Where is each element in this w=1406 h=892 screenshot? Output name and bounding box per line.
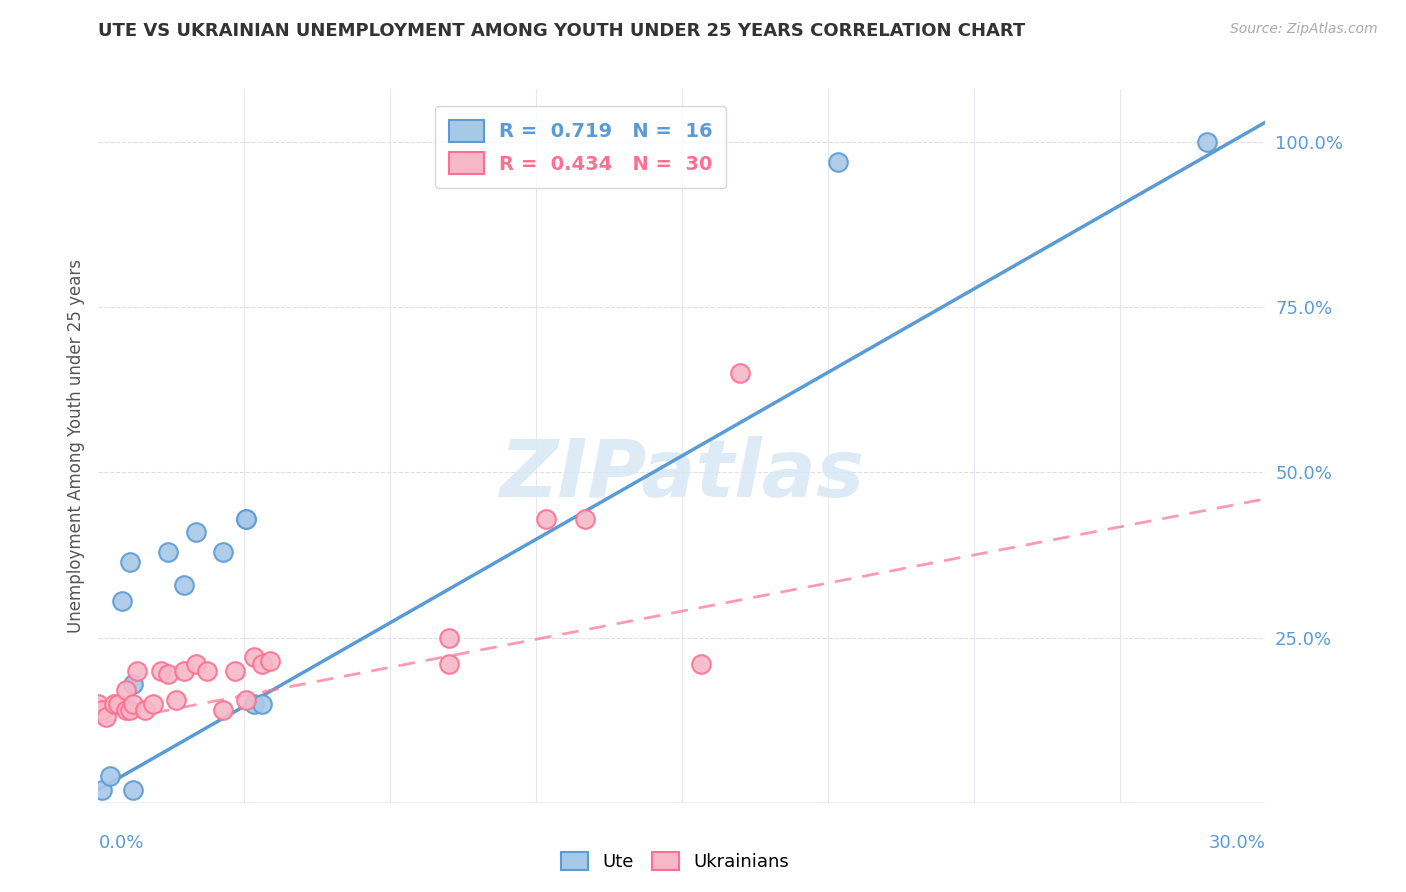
Point — [184, 657, 207, 671]
Point — [173, 664, 195, 678]
Point — [574, 511, 596, 525]
Legend: R =  0.719   N =  16, R =  0.434   N =  30: R = 0.719 N = 16, R = 0.434 N = 30 — [434, 106, 727, 188]
Point — [173, 578, 195, 592]
Y-axis label: Unemployment Among Youth under 25 years: Unemployment Among Youth under 25 years — [66, 259, 84, 633]
Text: 0.0%: 0.0% — [98, 834, 143, 852]
Point — [107, 697, 129, 711]
Point — [96, 710, 118, 724]
Point — [235, 693, 257, 707]
Point — [91, 782, 114, 797]
Point — [122, 677, 145, 691]
Point — [157, 545, 180, 559]
Text: UTE VS UKRAINIAN UNEMPLOYMENT AMONG YOUTH UNDER 25 YEARS CORRELATION CHART: UTE VS UKRAINIAN UNEMPLOYMENT AMONG YOUT… — [98, 22, 1025, 40]
Text: Source: ZipAtlas.com: Source: ZipAtlas.com — [1230, 22, 1378, 37]
Point — [250, 697, 273, 711]
Text: 30.0%: 30.0% — [1209, 834, 1265, 852]
Point — [118, 703, 141, 717]
Point — [235, 511, 257, 525]
Point — [114, 683, 136, 698]
Point — [111, 594, 134, 608]
Point — [122, 782, 145, 797]
Point — [118, 555, 141, 569]
Point — [534, 511, 557, 525]
Point — [98, 769, 121, 783]
Point — [103, 697, 125, 711]
Point — [134, 703, 156, 717]
Point — [122, 697, 145, 711]
Point — [437, 657, 460, 671]
Point — [730, 367, 752, 381]
Point — [184, 524, 207, 539]
Point — [690, 657, 713, 671]
Point — [142, 697, 165, 711]
Point — [224, 664, 246, 678]
Text: ZIPatlas: ZIPatlas — [499, 435, 865, 514]
Point — [165, 693, 187, 707]
Point — [87, 697, 110, 711]
Point — [149, 664, 172, 678]
Point — [827, 154, 849, 169]
Point — [212, 703, 235, 717]
Point — [243, 650, 266, 665]
Point — [91, 703, 114, 717]
Point — [437, 631, 460, 645]
Point — [157, 667, 180, 681]
Point — [212, 545, 235, 559]
Point — [127, 664, 149, 678]
Point — [250, 657, 273, 671]
Legend: Ute, Ukrainians: Ute, Ukrainians — [554, 845, 796, 879]
Point — [259, 654, 281, 668]
Point — [114, 703, 136, 717]
Point — [195, 664, 218, 678]
Point — [235, 511, 257, 525]
Point — [243, 697, 266, 711]
Point — [1195, 135, 1218, 149]
